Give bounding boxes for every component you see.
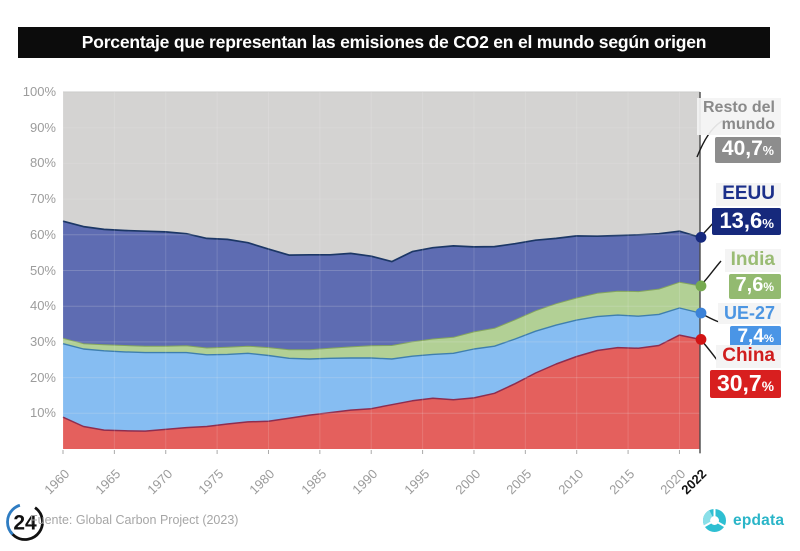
title-bar: Porcentaje que representan las emisiones… <box>18 27 770 58</box>
y-axis-label: 100% <box>22 84 56 99</box>
x-axis-label: 2010 <box>554 466 587 498</box>
y-axis-label: 80% <box>29 155 56 171</box>
y-axis-label: 10% <box>29 405 56 421</box>
x-axis-label: 1995 <box>400 466 432 498</box>
y-axis-label: 30% <box>29 333 56 349</box>
x-axis-label: 1970 <box>143 466 176 498</box>
y-axis-label: 70% <box>29 191 56 207</box>
legend-value-badge: 30,7% <box>709 369 781 398</box>
y-axis-label: 20% <box>29 369 56 385</box>
channel-24-logo: 24 <box>2 499 48 545</box>
legend-value-badge: 7,6% <box>728 273 781 299</box>
legend-item-resto-del-mundo: Resto del mundo 40,7% <box>696 98 781 163</box>
y-axis-label: 60% <box>29 226 56 242</box>
legend-value-badge: 7,4% <box>730 326 781 351</box>
epdata-logo: epdata <box>702 508 784 533</box>
x-axis-label: 1980 <box>246 466 278 498</box>
y-axis-label: 90% <box>29 119 56 135</box>
legend-label: Resto del mundo <box>696 98 781 135</box>
legend-label: India <box>724 249 781 272</box>
chart-title: Porcentaje que representan las emisiones… <box>81 32 707 52</box>
legend-item-india: India 7,6% <box>724 249 781 299</box>
legend-value-badge: 40,7% <box>714 136 781 163</box>
x-axis-label: 1990 <box>349 466 381 498</box>
y-axis-label: 50% <box>29 262 56 278</box>
x-axis-label: 2000 <box>452 466 484 498</box>
svg-text:24: 24 <box>13 512 37 535</box>
legend-item-ue-27: UE-27 7,4% <box>717 303 781 351</box>
x-axis-label: 1965 <box>92 466 124 498</box>
x-axis-label: 2015 <box>606 466 638 498</box>
channel-24-logo-icon: 24 <box>6 503 44 541</box>
legend-value-badge: 13,6% <box>712 207 781 235</box>
y-axis-label: 40% <box>29 298 56 314</box>
x-axis-label: 1975 <box>195 466 227 498</box>
epdata-donut-icon <box>702 508 727 532</box>
x-axis-label: 2005 <box>503 466 535 498</box>
legend-label: China <box>716 345 781 368</box>
source-text: Fuente: Global Carbon Project (2023) <box>30 513 239 527</box>
legend-label: EEUU <box>716 183 781 206</box>
epdata-wordmark: epdata <box>733 511 785 529</box>
legend-item-eeuu: EEUU 13,6% <box>712 183 781 235</box>
legend-label: UE-27 <box>717 303 781 325</box>
x-axis-label: 1985 <box>298 466 330 498</box>
legend-item-china: China 30,7% <box>709 345 781 398</box>
